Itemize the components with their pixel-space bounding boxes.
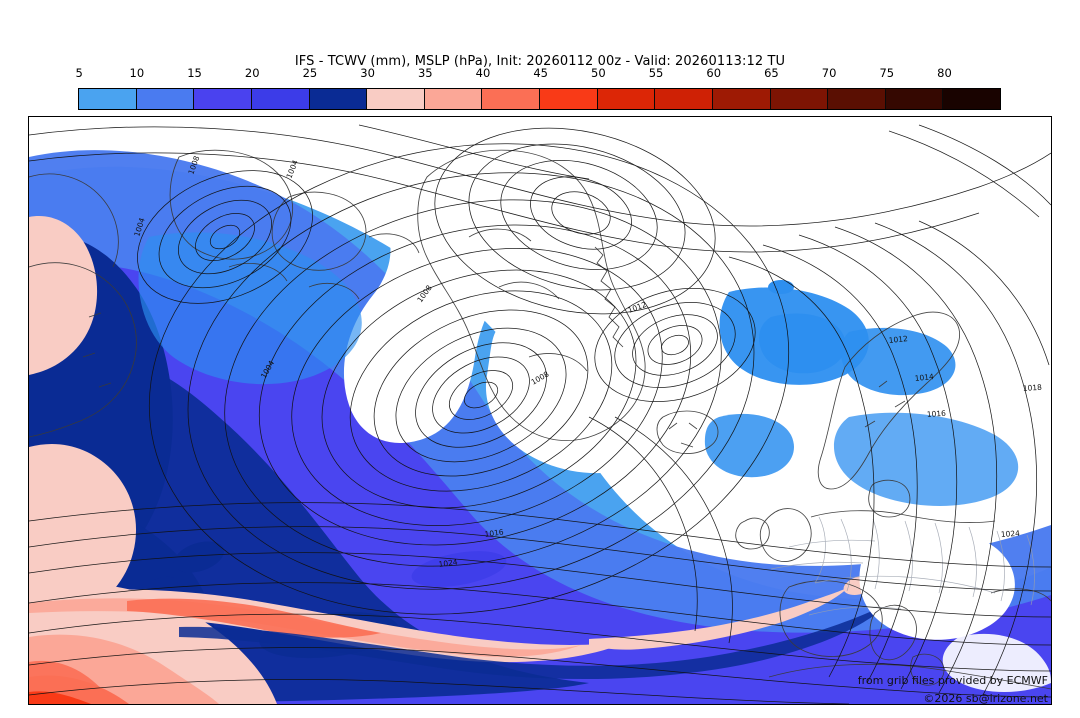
colorbar-segment xyxy=(655,89,713,109)
colorbar-tick-label: 60 xyxy=(706,66,722,80)
credit-copyright: ©2026 sb@irizone.net xyxy=(923,692,1048,705)
colorbar-segment xyxy=(309,89,368,109)
colorbar-tick-label: 25 xyxy=(302,66,318,80)
colorbar-segment xyxy=(885,89,944,109)
colorbar-tick-label: 70 xyxy=(821,66,837,80)
colorbar-segment xyxy=(136,89,195,109)
page-title: IFS - TCWV (mm), MSLP (hPa), Init: 20260… xyxy=(294,54,786,69)
colorbar-segment xyxy=(828,89,886,109)
colorbar-tick-label: 15 xyxy=(187,66,202,80)
colorbar-tick-labels: 5 10 15 20 25 30 35 40 45 50 55 60 65 70 75 80 xyxy=(75,66,1001,82)
svg-text:1012: 1012 xyxy=(888,334,908,345)
weather-map: 1004 1004 1008 1008 1012 1012 1014 1016 … xyxy=(28,116,1052,705)
colorbar-segment xyxy=(424,89,483,109)
map-canvas: 1004 1004 1008 1008 1012 1012 1014 1016 … xyxy=(29,117,1051,704)
colorbar-segment xyxy=(712,89,771,109)
colorbar xyxy=(78,88,1001,110)
credit-source: from grib files provided by ECMWF xyxy=(857,674,1048,687)
svg-text:1024: 1024 xyxy=(438,557,458,569)
colorbar-tick-label: 35 xyxy=(417,66,433,80)
colorbar-tick-label: 50 xyxy=(591,66,606,80)
colorbar-segment xyxy=(79,89,137,109)
colorbar-tick-label: 20 xyxy=(244,66,260,80)
colorbar-segment xyxy=(251,89,310,109)
svg-text:1024: 1024 xyxy=(1001,529,1021,539)
colorbar-segment xyxy=(597,89,656,109)
svg-text:1014: 1014 xyxy=(914,372,934,383)
colorbar-tick-label: 40 xyxy=(475,66,491,80)
colorbar-tick-label: 45 xyxy=(533,66,548,80)
svg-text:1018: 1018 xyxy=(1023,383,1043,393)
colorbar-tick-label: 10 xyxy=(129,66,145,80)
colorbar-gradient xyxy=(78,88,1001,110)
svg-text:1016: 1016 xyxy=(927,409,947,419)
svg-text:1016: 1016 xyxy=(484,527,504,539)
colorbar-segment xyxy=(194,89,252,109)
colorbar-segment xyxy=(943,89,1000,109)
colorbar-tick-label: 5 xyxy=(75,66,83,80)
colorbar-segment xyxy=(540,89,598,109)
colorbar-tick-label: 55 xyxy=(648,66,664,80)
colorbar-segment xyxy=(770,89,829,109)
colorbar-segment xyxy=(482,89,540,109)
colorbar-tick-label: 30 xyxy=(360,66,375,80)
colorbar-segment xyxy=(367,89,425,109)
colorbar-tick-label: 75 xyxy=(879,66,895,80)
colorbar-tick-label: 80 xyxy=(937,66,952,80)
colorbar-tick-label: 65 xyxy=(764,66,779,80)
